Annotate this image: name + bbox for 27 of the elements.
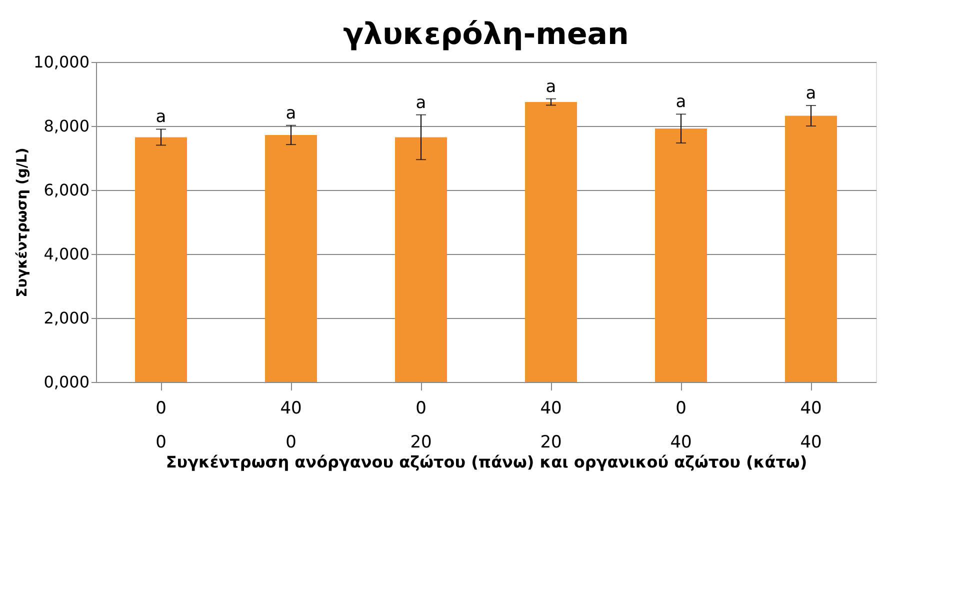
data-label: a: [546, 76, 556, 97]
x-tick-label: 40 0: [280, 398, 302, 452]
y-tick-label: 8,000: [44, 116, 90, 136]
x-tick-label: 0 20: [410, 398, 432, 452]
x-tick-label: 40 20: [540, 398, 562, 452]
bar: [785, 116, 837, 382]
bar: [265, 134, 317, 382]
data-label: a: [416, 92, 426, 113]
y-tick-label: 0,000: [44, 372, 90, 392]
bar: [395, 137, 447, 382]
data-label: a: [806, 84, 816, 104]
y-tick-label: 10,000: [34, 52, 90, 72]
x-tick-label: 0 40: [670, 398, 692, 452]
bar: [525, 102, 577, 382]
bar: [655, 128, 707, 382]
data-label: a: [286, 103, 296, 124]
x-tick-label: 0 0: [156, 398, 166, 452]
y-tick-label: 6,000: [44, 180, 90, 200]
x-axis-title: Συγκέντρωση ανόργανου αζώτου (πάνω) και οργανικού αζώτου (κάτω): [166, 452, 808, 472]
y-tick-label: 4,000: [44, 244, 90, 264]
data-label: a: [156, 107, 166, 128]
y-axis-title: Συγκέντρωση (g/L): [14, 148, 31, 298]
x-tick-label: 40 40: [800, 398, 822, 452]
y-tick-label: 2,000: [44, 308, 90, 328]
bar: [135, 137, 187, 382]
data-label: a: [676, 92, 686, 112]
chart-title: γλυκερόλη-mean: [343, 17, 629, 52]
